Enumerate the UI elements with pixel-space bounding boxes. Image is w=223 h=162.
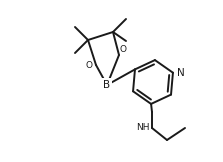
Text: N: N: [177, 68, 185, 78]
Text: B: B: [103, 80, 111, 90]
Text: O: O: [120, 45, 127, 54]
Text: NH: NH: [136, 123, 150, 133]
Text: O: O: [86, 60, 93, 69]
